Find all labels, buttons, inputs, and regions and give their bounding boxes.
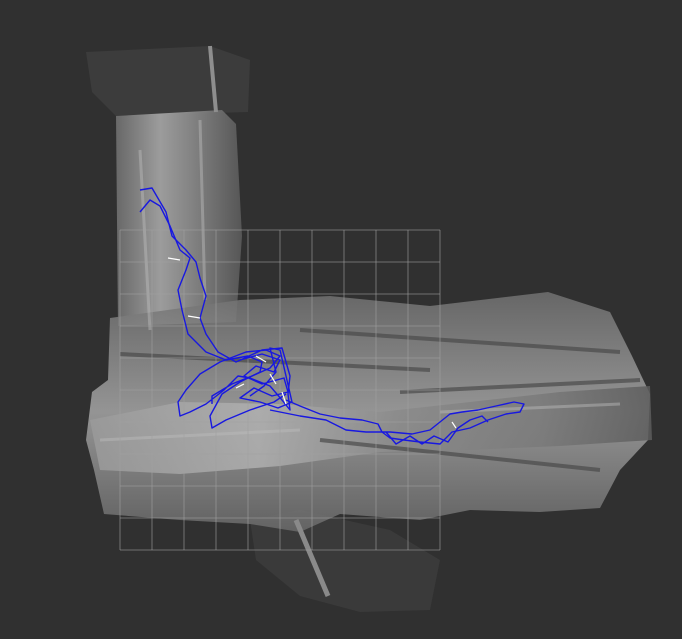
map-protrusion-bottom [293,519,331,597]
trajectory-path-north [139,187,291,417]
keyframe-marker [255,355,267,363]
keyframe-marker [451,421,457,429]
map-region-vertical-corridor [116,110,242,326]
keyframe-marker [269,373,277,385]
trajectory-path-east [269,399,525,445]
keyframe-marker [235,383,245,389]
trajectory [139,187,525,445]
keyframe-marker [167,257,181,261]
trajectory-path-cluster [239,347,293,409]
trajectory-path-loop-west [139,199,287,429]
keyframe-marker [187,315,201,319]
keyframe-marker [281,391,287,405]
map-region-bottom-faint [250,510,440,612]
grid-overlay [119,229,441,551]
occupancy-map [86,45,652,612]
map-region-horizontal-corridor [90,386,652,474]
trajectory-path-wiggles [385,415,489,445]
map-wall-streak-light [99,119,621,442]
map-region-top-faint [86,46,250,116]
keyframe-markers [167,257,457,429]
map-protrusion-top [208,45,218,113]
